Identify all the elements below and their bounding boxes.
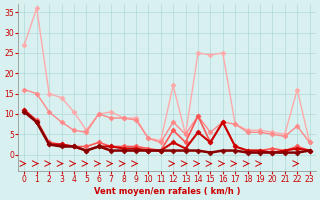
X-axis label: Vent moyen/en rafales ( km/h ): Vent moyen/en rafales ( km/h ) xyxy=(94,187,240,196)
